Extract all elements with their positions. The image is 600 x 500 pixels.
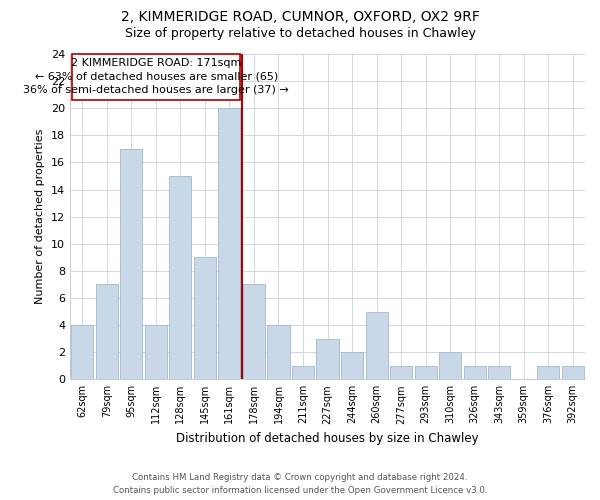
Bar bbox=[72, 54, 241, 100]
Bar bbox=[194, 258, 216, 380]
Bar bbox=[365, 312, 388, 380]
Bar bbox=[341, 352, 363, 380]
Y-axis label: Number of detached properties: Number of detached properties bbox=[35, 129, 46, 304]
Bar bbox=[316, 338, 338, 380]
Text: ← 63% of detached houses are smaller (65): ← 63% of detached houses are smaller (65… bbox=[35, 72, 278, 82]
Bar bbox=[464, 366, 485, 380]
Bar bbox=[292, 366, 314, 380]
Bar bbox=[145, 325, 167, 380]
Bar bbox=[537, 366, 559, 380]
Bar bbox=[243, 284, 265, 380]
Bar bbox=[268, 325, 290, 380]
Bar bbox=[415, 366, 437, 380]
Bar bbox=[169, 176, 191, 380]
Bar bbox=[439, 352, 461, 380]
X-axis label: Distribution of detached houses by size in Chawley: Distribution of detached houses by size … bbox=[176, 432, 479, 445]
Bar bbox=[71, 325, 94, 380]
Bar bbox=[562, 366, 584, 380]
Text: 36% of semi-detached houses are larger (37) →: 36% of semi-detached houses are larger (… bbox=[23, 85, 289, 95]
Bar bbox=[218, 108, 241, 380]
Bar bbox=[390, 366, 412, 380]
Text: 2, KIMMERIDGE ROAD, CUMNOR, OXFORD, OX2 9RF: 2, KIMMERIDGE ROAD, CUMNOR, OXFORD, OX2 … bbox=[121, 10, 479, 24]
Bar bbox=[488, 366, 510, 380]
Bar bbox=[96, 284, 118, 380]
Text: Contains HM Land Registry data © Crown copyright and database right 2024.
Contai: Contains HM Land Registry data © Crown c… bbox=[113, 474, 487, 495]
Text: 2 KIMMERIDGE ROAD: 171sqm: 2 KIMMERIDGE ROAD: 171sqm bbox=[71, 58, 241, 68]
Text: Size of property relative to detached houses in Chawley: Size of property relative to detached ho… bbox=[125, 28, 475, 40]
Bar bbox=[121, 149, 142, 380]
